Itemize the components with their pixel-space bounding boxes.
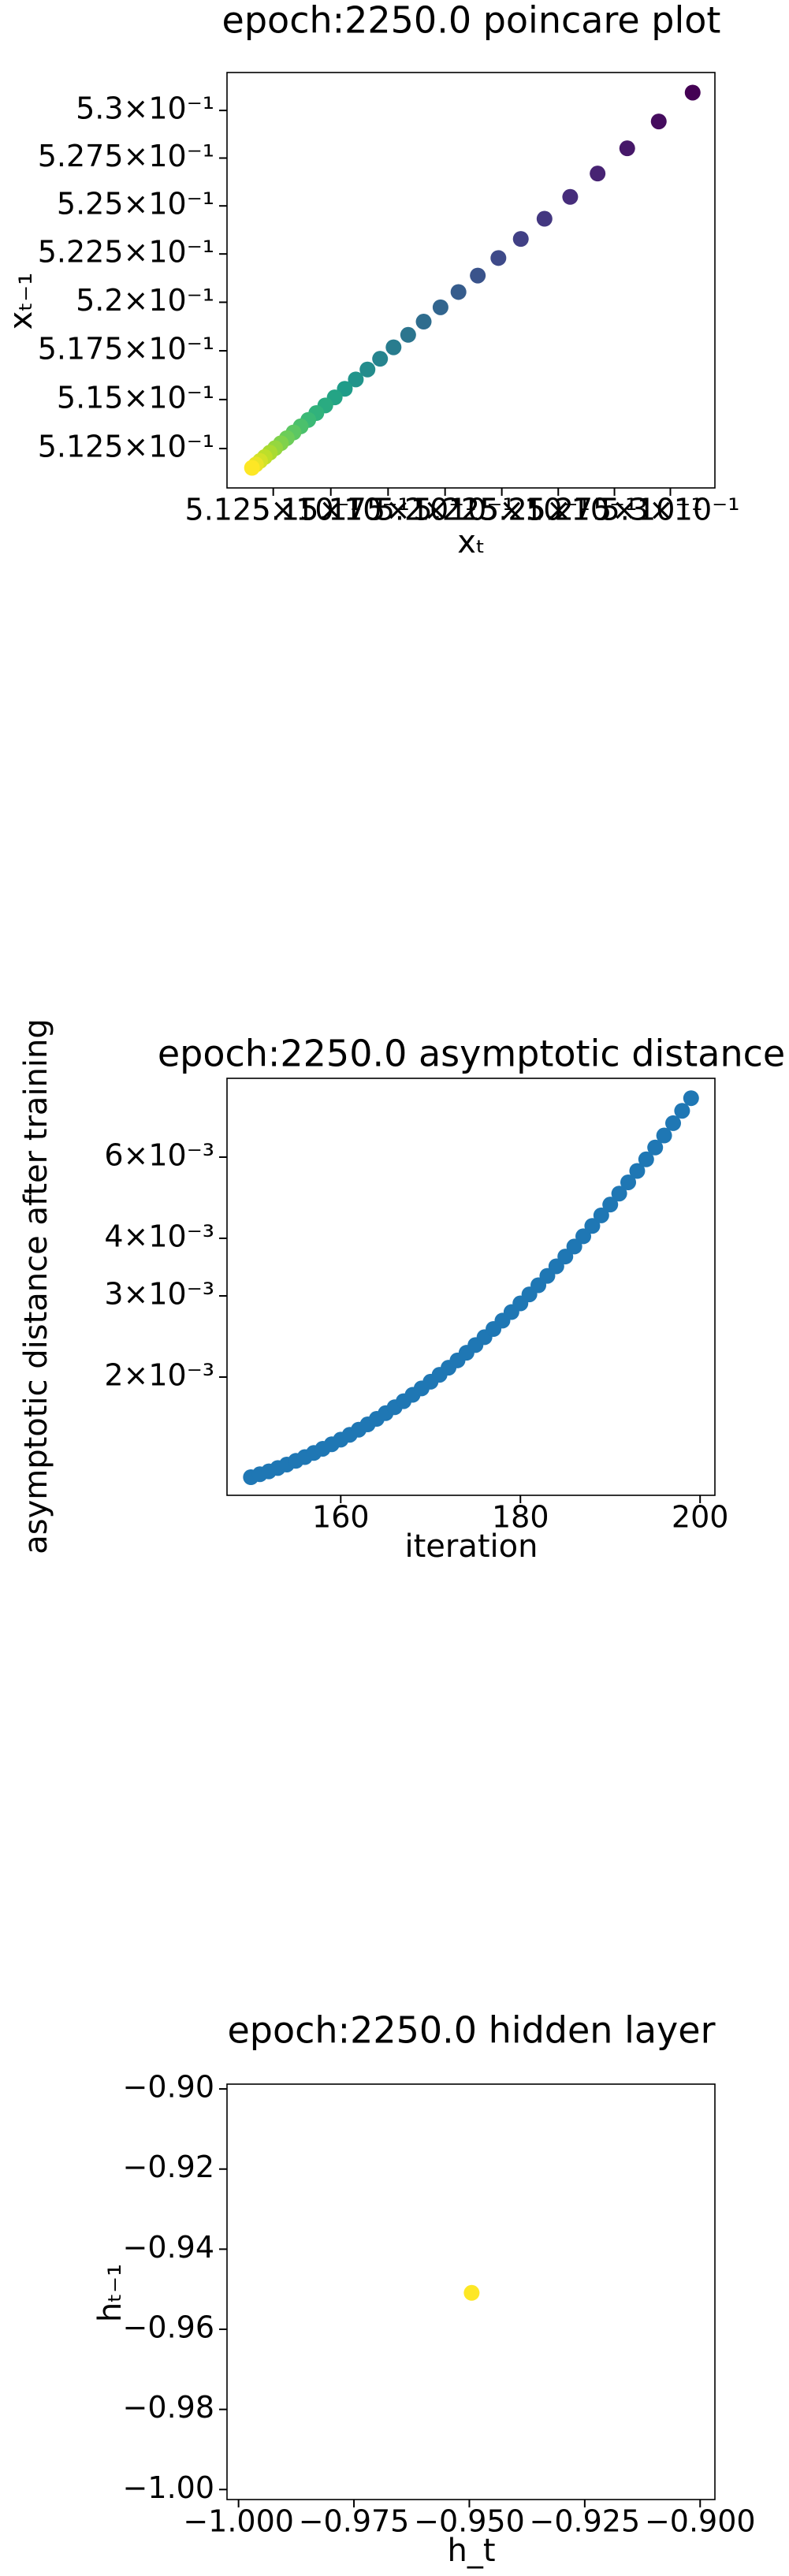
scatter-point — [665, 1115, 682, 1131]
x-tick-label: 5.225×10⁻¹ — [413, 493, 590, 527]
scatter-point — [611, 1186, 627, 1202]
x-tick-label: 5.275×10⁻¹ — [526, 493, 702, 527]
scatter-point — [684, 84, 701, 101]
scatter-point — [647, 1139, 664, 1156]
y-tick-label: 5.175×10⁻¹ — [38, 332, 214, 367]
y-axis-label: xₜ₋₁ — [3, 273, 39, 330]
y-tick-label: 6×10⁻³ — [104, 1137, 214, 1172]
x-tick-label: −0.925 — [530, 2504, 641, 2539]
scatter-point — [385, 339, 402, 356]
chart-title: epoch:2250.0 poincare plot — [222, 0, 721, 42]
x-axis-label: h_t — [447, 2533, 495, 2569]
scatter-point — [590, 166, 606, 182]
scatter-point — [432, 299, 448, 315]
scatter-point — [566, 1238, 582, 1255]
scatter-point — [463, 2284, 480, 2301]
x-tick-label: 5.25×10⁻¹ — [479, 493, 637, 527]
scatter-point — [575, 1228, 592, 1245]
scatter-point — [348, 371, 364, 388]
scatter-point — [359, 361, 376, 378]
y-tick-label: 5.15×10⁻¹ — [57, 380, 214, 415]
y-tick-label: 4×10⁻³ — [104, 1219, 214, 1253]
y-tick-label: 5.225×10⁻¹ — [38, 235, 214, 270]
x-tick-label: 160 — [312, 1500, 370, 1535]
scatter-point — [415, 314, 432, 330]
x-tick-label: 5.2×10⁻¹ — [376, 493, 515, 527]
scatter-point — [683, 1090, 699, 1107]
x-tick-label: 5.15×10⁻¹ — [252, 493, 410, 527]
scatter-point — [536, 210, 553, 227]
x-tick-label: 200 — [672, 1500, 729, 1535]
y-tick-label: 5.275×10⁻¹ — [38, 139, 214, 173]
scatter-point — [512, 231, 529, 248]
x-tick-label: −0.950 — [414, 2504, 525, 2539]
y-tick-label: −0.98 — [123, 2390, 214, 2425]
x-tick-label: 5.3×10⁻¹ — [601, 493, 740, 527]
scatter-point — [656, 1127, 672, 1144]
scatter-point — [562, 188, 579, 205]
y-tick-label: −0.96 — [123, 2310, 214, 2345]
x-axis-label: xₜ — [457, 524, 485, 560]
y-tick-label: 3×10⁻³ — [104, 1277, 214, 1312]
x-tick-label: 5.125×10⁻¹ — [185, 493, 362, 527]
scatter-point — [619, 140, 635, 157]
scatter-point — [244, 460, 260, 476]
scatter-point — [450, 284, 467, 300]
y-tick-label: −0.92 — [123, 2150, 214, 2184]
scatter-point — [674, 1103, 690, 1119]
y-tick-label: −0.90 — [123, 2070, 214, 2105]
scatter-point — [470, 267, 486, 284]
scatter-point — [593, 1207, 609, 1223]
y-tick-label: −1.00 — [123, 2470, 214, 2505]
y-tick-label: 5.125×10⁻¹ — [38, 430, 214, 464]
scatter-point — [620, 1174, 637, 1190]
axes-frame — [226, 2083, 716, 2500]
y-tick-label: 5.25×10⁻¹ — [57, 187, 214, 221]
y-tick-label: −0.94 — [123, 2230, 214, 2265]
x-tick-label: −1.000 — [183, 2504, 294, 2539]
axes-frame — [226, 72, 716, 489]
scatter-point — [372, 351, 389, 367]
chart-title: epoch:2250.0 asymptotic distance — [158, 1033, 785, 1075]
y-axis-label: hₜ₋₁ — [92, 2264, 128, 2322]
x-axis-label: iteration — [405, 1528, 538, 1565]
x-tick-label: 180 — [492, 1500, 549, 1535]
x-tick-label: 5.175×10⁻¹ — [300, 493, 476, 527]
x-tick-label: −0.975 — [299, 2504, 410, 2539]
y-tick-label: 2×10⁻³ — [104, 1358, 214, 1393]
scatter-point — [638, 1151, 654, 1167]
y-axis-label: asymptotic distance after training — [18, 1018, 54, 1554]
scatter-point — [400, 326, 416, 343]
y-tick-label: 5.2×10⁻¹ — [76, 283, 214, 318]
y-tick-label: 5.3×10⁻¹ — [76, 91, 214, 126]
scatter-point — [584, 1218, 601, 1234]
scatter-point — [602, 1197, 619, 1213]
axes-frame — [226, 1078, 716, 1496]
scatter-point — [650, 114, 667, 130]
chart-title: epoch:2250.0 hidden layer — [228, 2009, 716, 2052]
scatter-point — [629, 1163, 646, 1179]
scatter-point — [490, 250, 507, 266]
x-tick-label: −0.900 — [645, 2504, 756, 2539]
